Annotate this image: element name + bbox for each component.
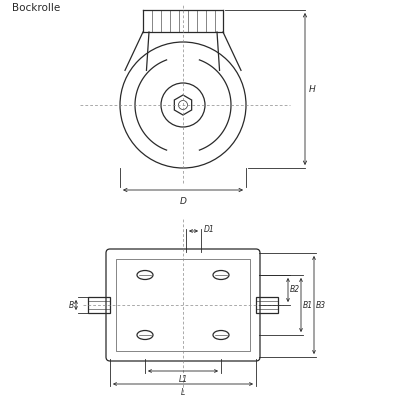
Text: D: D <box>180 197 186 206</box>
Text: L1: L1 <box>178 375 188 384</box>
Text: D1: D1 <box>204 224 215 234</box>
Text: B1: B1 <box>303 300 313 310</box>
Bar <box>116 259 250 351</box>
Text: Bockrolle: Bockrolle <box>12 3 60 13</box>
Text: B2: B2 <box>290 286 300 294</box>
Bar <box>88 297 110 313</box>
Text: H: H <box>309 84 316 94</box>
Bar <box>256 297 278 313</box>
Text: B3: B3 <box>316 300 326 310</box>
Text: B: B <box>69 300 74 310</box>
Text: L: L <box>181 388 185 397</box>
